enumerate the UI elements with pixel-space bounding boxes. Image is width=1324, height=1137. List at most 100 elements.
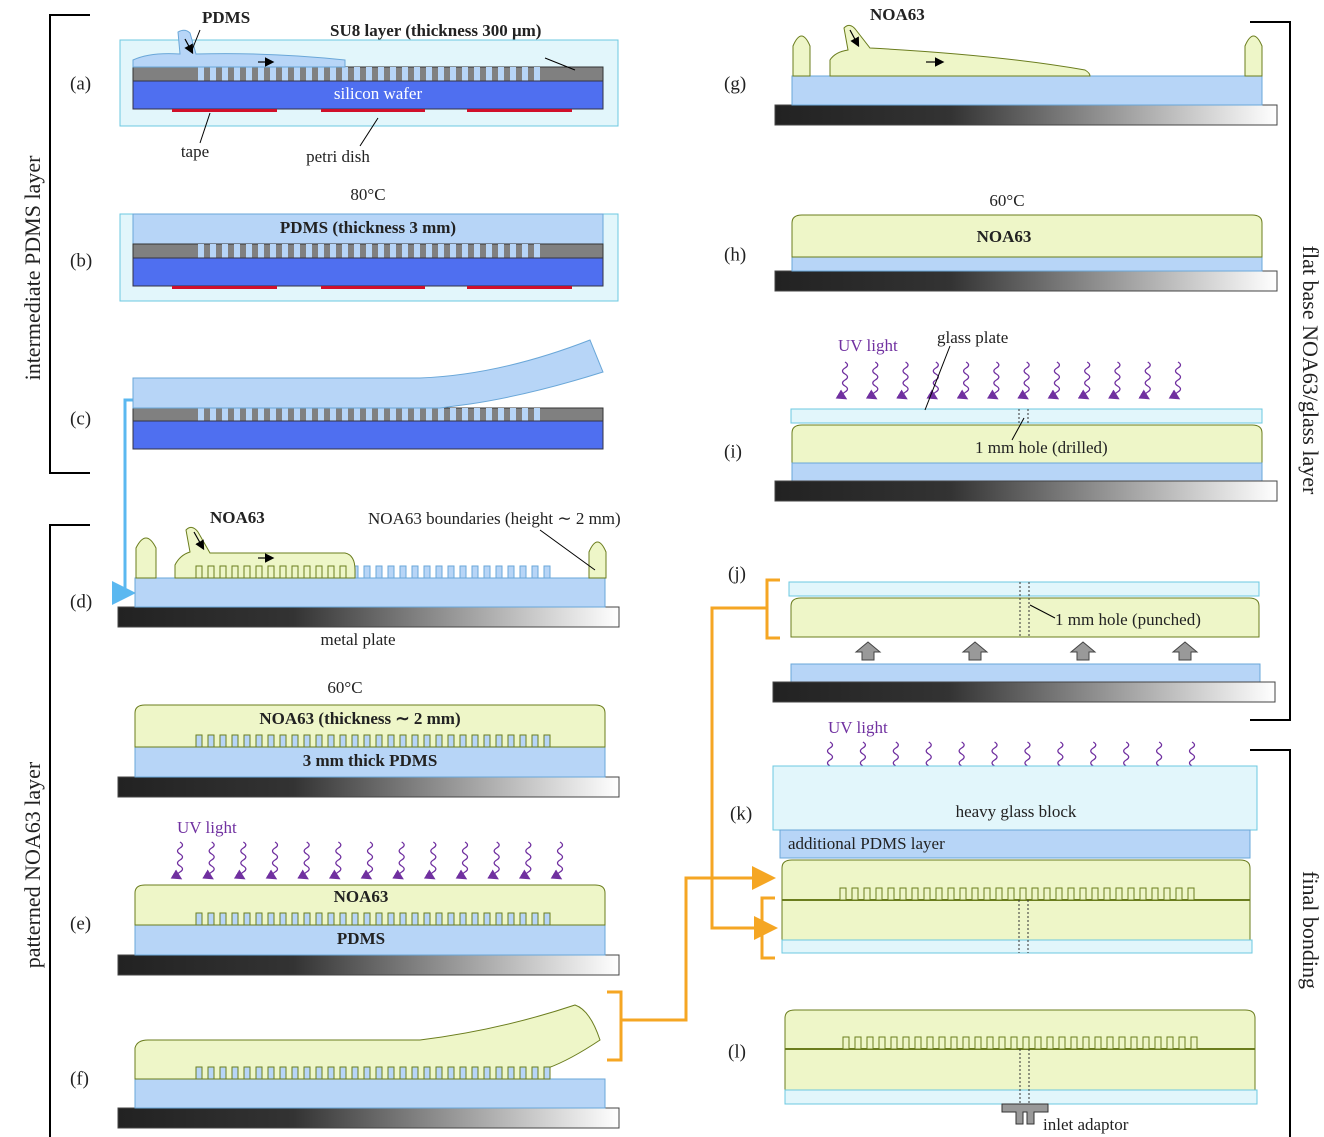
leader	[199, 112, 211, 144]
channel	[255, 734, 263, 748]
channel	[498, 244, 504, 258]
channel	[243, 565, 251, 579]
channel	[306, 67, 312, 81]
channel	[195, 912, 203, 926]
channel	[258, 408, 264, 422]
channel	[486, 244, 492, 258]
lift-arrow	[854, 641, 882, 661]
channel	[1046, 1036, 1054, 1050]
channel	[519, 734, 527, 748]
channel	[447, 912, 455, 926]
channel	[543, 1066, 551, 1080]
channel	[291, 565, 299, 579]
channel	[519, 912, 527, 926]
channel	[543, 734, 551, 748]
channel	[962, 1036, 970, 1050]
channel	[1079, 887, 1087, 901]
channel	[303, 565, 311, 579]
uv-ray	[518, 841, 532, 880]
channel	[471, 912, 479, 926]
pdms	[779, 829, 1251, 859]
channel	[207, 912, 215, 926]
channel	[243, 1066, 251, 1080]
channel	[399, 1066, 407, 1080]
channel	[318, 67, 324, 81]
channel	[222, 244, 228, 258]
uv-ray	[1138, 361, 1151, 400]
panel-label: (g)	[724, 73, 746, 94]
channel	[267, 734, 275, 748]
channel	[507, 1066, 515, 1080]
channel	[447, 565, 455, 579]
panel-label: (d)	[70, 591, 92, 612]
channel	[402, 408, 408, 422]
channel	[267, 912, 275, 926]
panel-labels: (a) (b) (c) (d) (e) (f) (g) (h) (i) (j) …	[70, 73, 752, 1089]
channel	[1190, 1036, 1198, 1050]
channel	[339, 1066, 347, 1080]
channel	[231, 565, 239, 579]
channel	[207, 734, 215, 748]
noa-boundary	[588, 541, 607, 579]
metal-plate	[774, 270, 1278, 292]
channel	[1154, 1036, 1162, 1050]
channel	[219, 734, 227, 748]
channel	[507, 734, 515, 748]
channel	[447, 1066, 455, 1080]
channel	[1010, 1036, 1018, 1050]
uv-ray	[233, 841, 247, 880]
panel-label: (e)	[70, 913, 91, 934]
channel	[210, 244, 216, 258]
channel	[402, 244, 408, 258]
channel	[426, 67, 432, 81]
channel	[339, 912, 347, 926]
channel	[911, 887, 919, 901]
channel	[318, 244, 324, 258]
channel	[1175, 887, 1183, 901]
channel	[447, 734, 455, 748]
channel	[270, 67, 276, 81]
lift-arrow	[961, 641, 989, 661]
uv-ray	[1017, 361, 1030, 400]
channel	[878, 1036, 886, 1050]
channel	[1166, 1036, 1174, 1050]
channel	[498, 408, 504, 422]
channel	[543, 912, 551, 926]
glass	[791, 75, 1263, 106]
channel	[315, 1066, 323, 1080]
noa63	[791, 424, 1263, 464]
channel	[210, 67, 216, 81]
channel	[219, 1066, 227, 1080]
channel	[1067, 887, 1075, 901]
tape	[172, 109, 277, 112]
channel	[438, 244, 444, 258]
silicon-wafer	[132, 420, 604, 450]
uv-ray	[1168, 361, 1182, 400]
channel	[483, 1066, 491, 1080]
annotation: tape	[181, 142, 209, 161]
channel	[450, 244, 456, 258]
channel	[339, 734, 347, 748]
channel	[231, 734, 239, 748]
channel	[399, 912, 407, 926]
channel	[375, 565, 383, 579]
panel-label: (a)	[70, 73, 91, 94]
channel	[378, 67, 384, 81]
channel	[531, 734, 539, 748]
channel	[315, 565, 323, 579]
channel	[366, 67, 372, 81]
channel	[279, 1066, 287, 1080]
channel	[387, 565, 395, 579]
channel	[1034, 1036, 1042, 1050]
channel	[318, 408, 324, 422]
channel	[423, 1066, 431, 1080]
channel	[450, 408, 456, 422]
channel	[255, 565, 263, 579]
channel	[435, 565, 443, 579]
channel	[270, 244, 276, 258]
arrow	[849, 29, 860, 48]
annotation: inlet adaptor	[1043, 1115, 1129, 1134]
glass-plate	[788, 581, 1260, 597]
lift-arrow	[1171, 641, 1199, 661]
